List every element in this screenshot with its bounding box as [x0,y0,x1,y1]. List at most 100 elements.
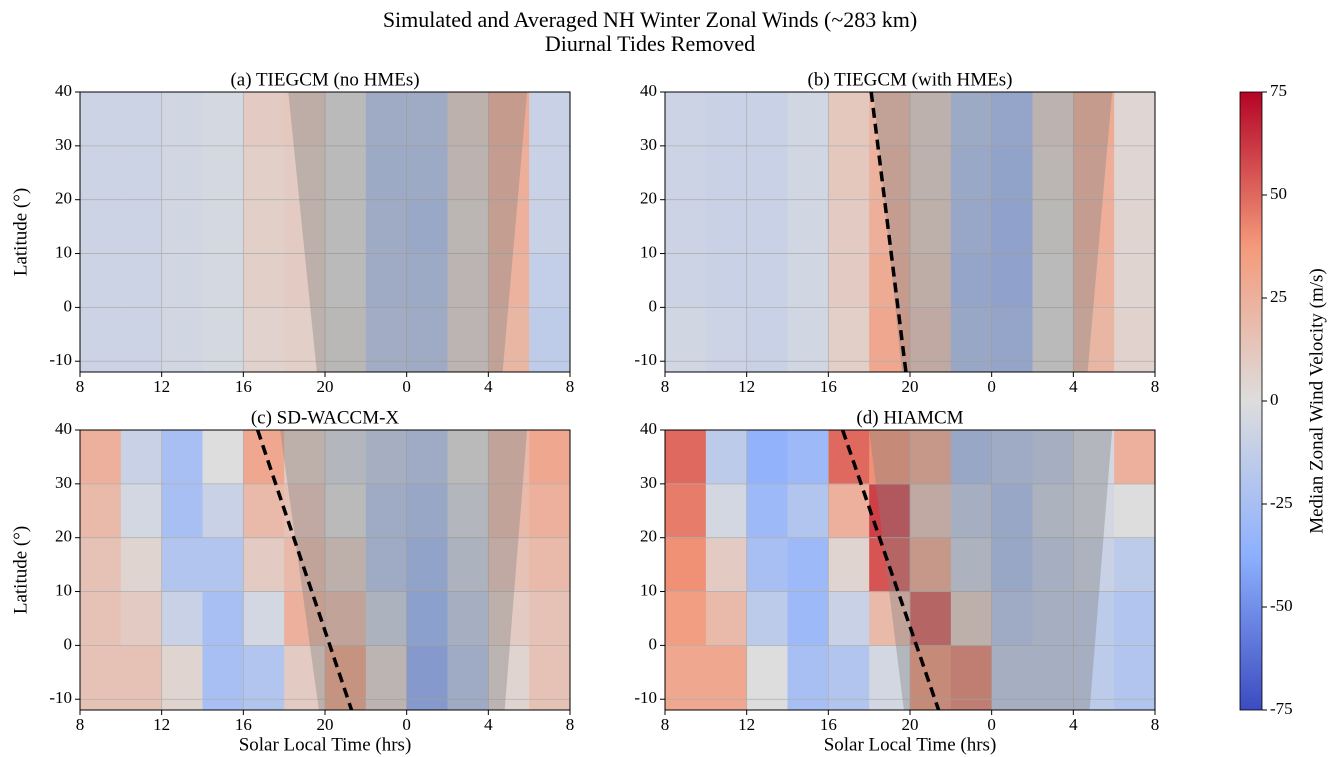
x-tick-label: 4 [484,377,493,396]
heatmap-cell [746,92,788,147]
heatmap-cell [869,537,911,593]
heatmap-cell [80,145,122,201]
heatmap-cell [365,253,408,308]
heatmap-cell [665,253,707,308]
heatmap-cell [161,591,203,646]
heatmap-cell [991,199,1033,255]
heatmap-cell [284,591,326,646]
heatmap-cell [665,483,707,539]
heatmap-cell [529,645,570,710]
heatmap-cell [950,430,993,485]
heatmap-cell [1073,199,1115,255]
heatmap-cell [447,92,489,147]
heatmap-cell [787,92,829,147]
heatmap-cell [406,430,448,485]
heatmap-cell [746,645,788,710]
heatmap-cell [202,145,244,201]
heatmap-cell [161,307,203,372]
panel-title: (b) TIEGCM (with HMEs) [808,69,1013,90]
heatmap-cell [529,199,570,255]
heatmap-cell [447,483,489,539]
heatmap-cell [950,483,993,539]
heatmap-cell [80,483,122,539]
heatmap-cell [869,92,911,147]
heatmap-cell [80,537,122,593]
heatmap-cell [665,645,707,710]
heatmap-cell [529,483,570,539]
heatmap-cell [705,253,748,308]
panel-title: (a) TIEGCM (no HMEs) [230,69,419,90]
heatmap-cell [787,199,829,255]
heatmap-cell [1032,591,1074,646]
heatmap-cell [991,253,1033,308]
heatmap-cell [1114,92,1155,147]
y-tick-label: 30 [640,135,657,154]
night-shade [288,92,528,372]
heatmap-cell [787,145,829,201]
heatmap-cell [950,199,993,255]
heatmap-cell [202,591,244,646]
heatmap-cell [488,253,530,308]
heatmap-cell [746,537,788,593]
heatmap-cell [120,307,163,372]
colorbar-tick-label: -50 [1270,596,1293,615]
heatmap-cell [705,483,748,539]
heatmap-cell [488,199,530,255]
heatmap-cell [120,430,163,485]
heatmap-cell [325,199,367,255]
heatmap-cell [325,253,367,308]
heatmap-cell [447,253,489,308]
heatmap-cell [161,92,203,147]
heatmap-cell [787,537,829,593]
heatmap-cell [828,145,870,201]
heatmap-cell [529,253,570,308]
heatmap-cell [80,645,122,710]
heatmap-cell [910,253,952,308]
y-tick-label: 0 [649,634,658,653]
panel-title: (d) HIAMCM [856,407,963,428]
y-tick-label: 20 [640,527,657,546]
heatmap-cell [161,645,203,710]
heatmap-cell [665,591,707,646]
heatmap-cell [406,591,448,646]
heatmap-cell [869,253,911,308]
heatmap-cell [1114,483,1155,539]
heatmap-cell [950,253,993,308]
heatmap-cell [325,591,367,646]
heatmap-cell [746,591,788,646]
y-tick-label: -10 [49,350,72,369]
heatmap-cell [243,591,285,646]
heatmap-cell [665,307,707,372]
heatmap-cell [202,253,244,308]
heatmap-cell [406,483,448,539]
dashed-line [840,430,941,710]
x-tick-label: 20 [317,715,334,734]
heatmap-cell [991,145,1033,201]
heatmap-cell [705,145,748,201]
x-tick-label: 8 [1151,377,1160,396]
colorbar-tick-label: 25 [1270,287,1287,306]
heatmap-cell [529,430,570,485]
y-tick-label: 10 [55,580,72,599]
heatmap-cell [202,483,244,539]
heatmap-cell [488,483,530,539]
heatmap-cell [787,307,829,372]
x-tick-label: 12 [738,715,755,734]
x-tick-label: 4 [1069,715,1078,734]
heatmap-cell [529,145,570,201]
x-tick-label: 0 [402,715,411,734]
heatmap-cell [325,92,367,147]
heatmap-cell [120,537,163,593]
heatmap-cell [910,145,952,201]
heatmap-cell [1114,645,1155,710]
heatmap-cell [828,307,870,372]
y-tick-label: 0 [64,634,73,653]
heatmap-cell [1114,253,1155,308]
heatmap-cell [787,483,829,539]
heatmap-cell [406,92,448,147]
x-tick-label: 0 [987,715,996,734]
x-tick-label: 16 [820,377,837,396]
heatmap-cell [828,537,870,593]
heatmap-cell [284,199,326,255]
x-tick-label: 8 [1151,715,1160,734]
